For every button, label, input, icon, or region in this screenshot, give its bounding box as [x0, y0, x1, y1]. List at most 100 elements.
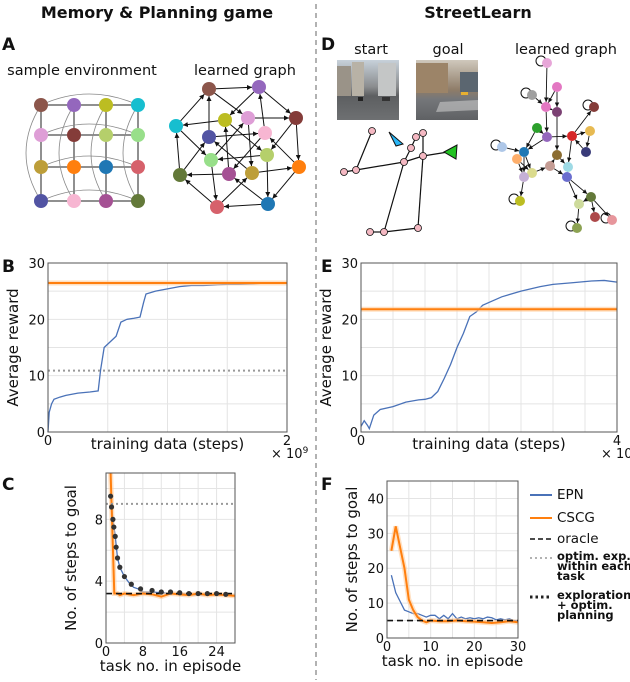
data-point	[204, 590, 210, 597]
graph-edge	[175, 125, 207, 156]
panel-label-c: C	[2, 475, 14, 495]
graph-node	[261, 197, 275, 211]
learned-graph-d	[490, 55, 617, 233]
street-edge	[422, 151, 449, 157]
wrap-edge	[122, 104, 139, 202]
y-tick-label: 10	[367, 597, 384, 612]
x-tick-label: 2	[283, 434, 291, 449]
goal-street-image	[416, 60, 478, 120]
graph-node	[567, 131, 577, 141]
street-node	[340, 168, 348, 176]
graph-node	[552, 107, 562, 117]
data-point	[108, 493, 114, 499]
legend-label: task	[557, 569, 585, 583]
legend-item: EPN	[530, 487, 584, 503]
x-axis-label: task no. in episode	[100, 657, 241, 675]
graph-edge	[506, 147, 520, 153]
series-cscg	[390, 526, 519, 625]
grid-node	[99, 160, 113, 174]
graph-edge	[214, 141, 253, 174]
plot-frame	[105, 472, 236, 644]
y-tick-label: 10	[28, 370, 45, 385]
graph-edge	[216, 177, 248, 208]
street-edge	[417, 155, 424, 229]
y-tick-label: 0	[95, 637, 103, 652]
graph-edge	[210, 131, 259, 140]
graph-edge	[525, 156, 531, 169]
graph-node	[586, 192, 596, 202]
y-axis-label: No. of steps to goal	[62, 485, 80, 631]
graph-node	[585, 126, 595, 136]
series-cscg-band	[388, 525, 519, 626]
wrap-edge	[25, 104, 42, 202]
legend-item: exploration.+ optim.planning	[530, 588, 630, 622]
sample-environment-label: sample environment	[7, 63, 157, 79]
wrap-edge	[40, 93, 139, 106]
graph-edge	[518, 163, 523, 173]
street-node	[419, 152, 427, 160]
graph-edge	[550, 158, 555, 165]
data-point	[113, 544, 119, 550]
data-point	[117, 564, 123, 570]
graph-edge	[269, 137, 300, 168]
data-point	[137, 586, 144, 592]
graph-edge	[520, 162, 529, 170]
graph-edge	[245, 119, 254, 167]
graph-node	[541, 102, 551, 112]
graph-node	[210, 200, 224, 214]
graph-edge	[590, 201, 596, 213]
learned-graph-label-a: learned graph	[194, 63, 296, 79]
street-edge	[383, 161, 405, 233]
y-tick-label: 40	[367, 492, 384, 507]
graph-node	[562, 172, 572, 182]
grid-node	[67, 194, 81, 208]
street-edge	[355, 161, 405, 171]
grid-node	[131, 194, 145, 208]
graph-edge	[210, 122, 244, 161]
data-point	[112, 533, 118, 539]
street-node	[352, 166, 360, 174]
graph-node	[589, 102, 599, 112]
legend-label: exploration.	[557, 588, 630, 602]
learned-graph-label-d: learned graph	[515, 42, 617, 58]
wrap-edge	[90, 104, 107, 202]
street-edge	[383, 227, 419, 233]
graph-node	[289, 111, 303, 125]
graph-node	[169, 119, 183, 133]
y-tick-label: 0	[37, 426, 45, 441]
y-tick-label: 8	[95, 513, 103, 528]
graph-node	[607, 215, 617, 225]
street-node	[366, 228, 374, 236]
graph-edge	[182, 117, 224, 128]
x-tick-label: 0	[44, 434, 52, 449]
panel-label-a: A	[2, 35, 16, 55]
x-tick-label: 0	[102, 645, 110, 660]
legend-label: EPN	[557, 487, 584, 503]
x-tick-label: 16	[171, 645, 188, 660]
graph-edge	[293, 119, 301, 161]
series-1	[109, 472, 236, 598]
learned-graph-a	[169, 80, 306, 214]
graph-node	[202, 82, 216, 96]
graph-node	[241, 111, 255, 125]
graph-node	[532, 123, 542, 133]
x-tick-label: 0	[383, 640, 391, 655]
graph-node	[519, 147, 529, 157]
x-tick-label: 24	[208, 645, 225, 660]
x-multiplier: × 109	[601, 446, 630, 462]
data-point	[121, 573, 128, 580]
graph-edge	[559, 158, 565, 164]
grid-node	[99, 98, 113, 112]
x-tick-label: 8	[139, 645, 147, 660]
graph-edge	[233, 132, 266, 170]
legend-label: CSCG	[557, 510, 595, 526]
street-map-graph	[340, 127, 458, 236]
legend-label: oracle	[557, 531, 599, 547]
graph-edge	[535, 97, 543, 105]
graph-node	[572, 223, 582, 233]
start-marker-icon	[388, 131, 405, 147]
start-street-image	[337, 60, 399, 120]
street-node	[414, 224, 422, 232]
